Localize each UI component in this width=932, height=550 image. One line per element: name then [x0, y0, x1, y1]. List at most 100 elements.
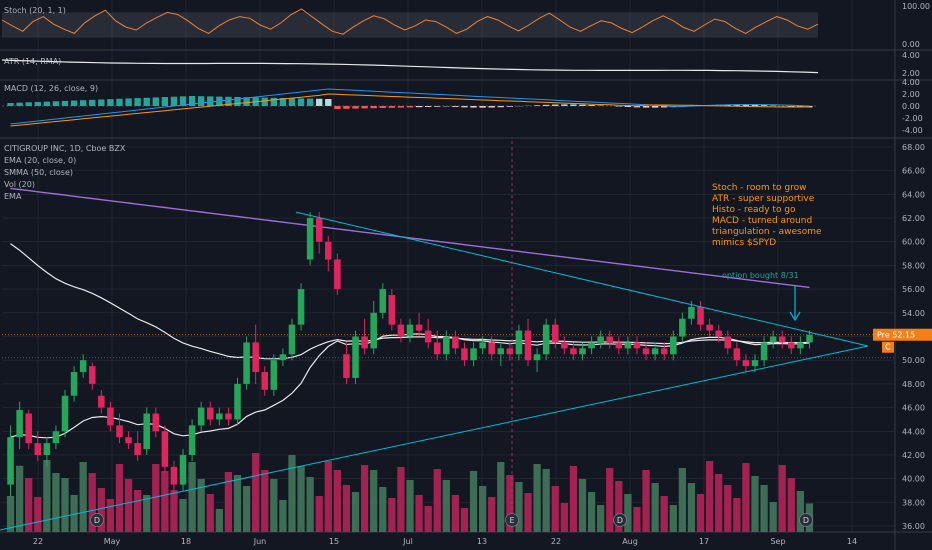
- macd-histogram-bar: [533, 105, 541, 106]
- thesis-line-5: triangulation - awesome: [712, 227, 822, 237]
- candle-body: [551, 324, 559, 343]
- macd-histogram-bar: [188, 96, 196, 106]
- macd-histogram-bar: [497, 106, 504, 108]
- time-tick-label: May: [104, 537, 121, 546]
- volume-bar: [324, 461, 332, 532]
- indicator-ema-label: EMA: [4, 192, 22, 201]
- candle-body: [361, 336, 368, 349]
- macd-histogram-bar: [25, 102, 32, 106]
- macd-histogram-bar: [379, 106, 386, 108]
- candle-body: [61, 395, 69, 432]
- macd-histogram-bar: [352, 106, 359, 109]
- macd-histogram-bar: [343, 106, 350, 109]
- price-tick-label: 46.00: [902, 404, 925, 413]
- volume-bar: [724, 485, 732, 532]
- main-pane[interactable]: D E D D CITIGROUP INC, 1D, Cboe BZX EMA (20…: [0, 141, 895, 532]
- candle-body: [633, 342, 641, 349]
- volume-bar: [669, 505, 677, 532]
- candle-body: [79, 360, 87, 373]
- volume-bar: [633, 507, 641, 532]
- candle-body: [751, 360, 759, 367]
- volume-bar: [342, 485, 351, 532]
- candle-body: [443, 336, 450, 355]
- volume-bar: [279, 500, 287, 532]
- candle-body: [615, 342, 623, 349]
- volume-bar: [624, 494, 632, 532]
- time-axis[interactable]: 22 May 18 Jun 15 Jul 13 22 Aug 17 Sep 14: [33, 537, 857, 546]
- candle-body: [334, 259, 341, 290]
- candle-body: [152, 413, 160, 432]
- macd-histogram-bar: [125, 98, 132, 106]
- lower-trendline: [0, 345, 869, 531]
- stoch-label: Stoch (20, 1, 1): [4, 6, 66, 15]
- event-marker: D: [613, 513, 627, 527]
- candle-body: [70, 372, 78, 396]
- stoch-line: [1, 8, 819, 35]
- volume-bar: [370, 470, 378, 532]
- grid: [2, 0, 895, 532]
- candle-body: [143, 413, 150, 450]
- volume-bar: [569, 466, 578, 532]
- candle-body: [452, 336, 459, 349]
- macd-histogram-bar: [461, 106, 468, 108]
- chart-title: CITIGROUP INC, 1D, Cboe BZX: [4, 144, 126, 153]
- volume-bar: [270, 479, 278, 532]
- time-tick-label: Sep: [770, 537, 785, 546]
- macd-histogram-bar: [388, 106, 396, 108]
- candle-body: [234, 383, 241, 420]
- candle-body: [606, 336, 613, 343]
- macd-histogram-bar: [243, 97, 250, 106]
- candle-body: [252, 342, 259, 373]
- candle-body: [16, 409, 23, 438]
- macd-histogram-bar: [34, 101, 41, 106]
- price-axis[interactable]: 100.000.004.002.004.002.000.00-2.00-4.00…: [873, 2, 932, 531]
- volume-bar: [733, 498, 741, 532]
- volume-bar: [705, 461, 714, 532]
- candle-body: [660, 348, 668, 355]
- thesis-line-4: MACD - turned around: [712, 216, 812, 226]
- time-tick-label: 22: [33, 537, 43, 546]
- candle-body: [370, 312, 377, 349]
- macd-histogram-bar: [7, 103, 14, 106]
- price-tick-label: 64.00: [902, 190, 925, 199]
- candle-body: [279, 354, 287, 361]
- candle-body: [788, 342, 795, 349]
- volume-bar: [796, 491, 805, 532]
- volume-bar: [70, 495, 78, 532]
- macd-signal-line: [10, 93, 810, 127]
- macd-pane[interactable]: MACD (12, 26, close, 9): [2, 84, 818, 127]
- volume-bar: [587, 492, 596, 532]
- volume-bar: [515, 482, 523, 532]
- option-arrow-head: [789, 311, 801, 322]
- macd-tick-label: 0.00: [902, 102, 920, 111]
- atr-tick-label: 2.00: [902, 69, 920, 78]
- macd-histogram-bar: [98, 99, 105, 106]
- volume-bar: [488, 497, 496, 532]
- candle-body: [134, 443, 141, 455]
- volume-bar: [79, 462, 87, 532]
- candle-body: [161, 431, 169, 467]
- macd-histogram-bar: [424, 106, 432, 107]
- stoch-pane[interactable]: Stoch (20, 1, 1): [1, 6, 819, 38]
- stoch-tick-label: 0.00: [902, 40, 920, 49]
- volume-bar: [678, 468, 686, 532]
- macd-histogram-bar: [325, 99, 332, 106]
- candle-body: [107, 407, 114, 426]
- thesis-note[interactable]: Stoch - room to grow ATR - super support…: [712, 183, 822, 248]
- macd-histogram-bar: [661, 106, 668, 108]
- thesis-line-6: mimics $SPYD: [712, 238, 776, 248]
- time-tick-label: 18: [181, 537, 191, 546]
- macd-histogram-bar: [624, 106, 632, 108]
- volume-bar: [506, 475, 514, 532]
- volume-bar: [34, 497, 42, 532]
- volume-bar: [179, 499, 187, 532]
- volume-bar: [161, 471, 169, 532]
- volume-bar: [560, 503, 568, 532]
- atr-pane[interactable]: ATR (14, RMA): [1, 57, 819, 74]
- volume-bar: [143, 495, 151, 532]
- volume-bar: [551, 486, 559, 532]
- macd-histogram-bar: [79, 100, 87, 106]
